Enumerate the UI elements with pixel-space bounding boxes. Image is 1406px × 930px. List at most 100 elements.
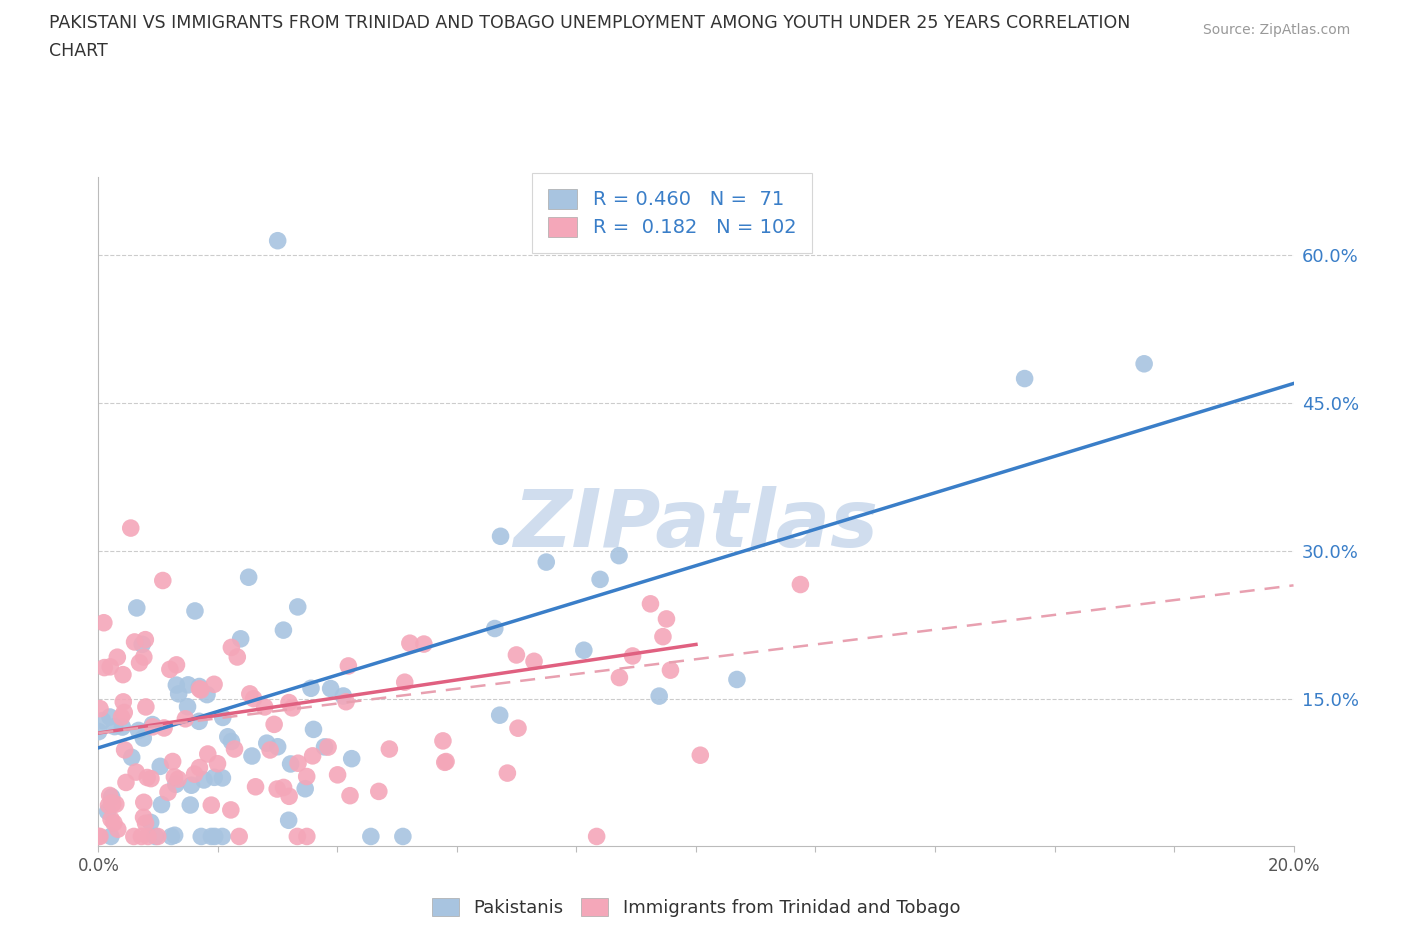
Point bbox=[160, 829, 183, 844]
Point bbox=[200, 829, 222, 844]
Point bbox=[150, 797, 173, 812]
Point bbox=[412, 637, 434, 652]
Point bbox=[326, 767, 349, 782]
Text: ZIPatlas: ZIPatlas bbox=[513, 485, 879, 564]
Point bbox=[163, 769, 186, 784]
Point bbox=[278, 789, 301, 804]
Point bbox=[159, 662, 181, 677]
Point bbox=[188, 679, 211, 694]
Point bbox=[789, 578, 811, 592]
Point bbox=[139, 815, 162, 830]
Point bbox=[1133, 356, 1156, 371]
Point bbox=[399, 636, 422, 651]
Point bbox=[162, 754, 184, 769]
Point bbox=[89, 701, 111, 716]
Point bbox=[180, 777, 202, 792]
Point bbox=[135, 816, 157, 830]
Point bbox=[648, 689, 671, 704]
Point bbox=[259, 742, 281, 757]
Point bbox=[100, 829, 122, 844]
Point bbox=[135, 699, 157, 714]
Point bbox=[332, 688, 354, 703]
Point bbox=[89, 829, 111, 844]
Point bbox=[114, 742, 136, 757]
Text: Source: ZipAtlas.com: Source: ZipAtlas.com bbox=[1202, 23, 1350, 37]
Point bbox=[239, 686, 262, 701]
Point bbox=[489, 529, 512, 544]
Point bbox=[200, 798, 222, 813]
Point bbox=[394, 675, 416, 690]
Point bbox=[131, 829, 153, 844]
Point bbox=[167, 686, 190, 701]
Point bbox=[335, 695, 357, 710]
Point bbox=[204, 829, 226, 844]
Point bbox=[87, 724, 110, 739]
Point bbox=[294, 781, 316, 796]
Point bbox=[226, 649, 249, 664]
Point bbox=[434, 754, 457, 769]
Point bbox=[100, 795, 122, 810]
Point bbox=[193, 773, 215, 788]
Point bbox=[188, 760, 211, 775]
Point bbox=[221, 640, 243, 655]
Point bbox=[188, 682, 211, 697]
Point bbox=[1014, 371, 1036, 386]
Point bbox=[98, 710, 121, 724]
Point bbox=[433, 755, 456, 770]
Point bbox=[589, 572, 612, 587]
Point bbox=[484, 621, 506, 636]
Point bbox=[93, 616, 115, 631]
Point bbox=[120, 521, 142, 536]
Point bbox=[392, 829, 415, 844]
Point bbox=[523, 654, 546, 669]
Point bbox=[496, 765, 519, 780]
Point bbox=[104, 719, 127, 734]
Point bbox=[299, 681, 322, 696]
Point bbox=[197, 747, 219, 762]
Point bbox=[207, 756, 229, 771]
Point bbox=[110, 710, 132, 724]
Point bbox=[202, 677, 225, 692]
Point bbox=[572, 643, 595, 658]
Point bbox=[111, 720, 134, 735]
Text: PAKISTANI VS IMMIGRANTS FROM TRINIDAD AND TOBAGO UNEMPLOYMENT AMONG YOUTH UNDER : PAKISTANI VS IMMIGRANTS FROM TRINIDAD AN… bbox=[49, 14, 1130, 32]
Point bbox=[87, 829, 110, 844]
Point bbox=[152, 573, 174, 588]
Point bbox=[245, 779, 267, 794]
Point bbox=[122, 829, 145, 844]
Point bbox=[132, 650, 155, 665]
Point bbox=[101, 796, 124, 811]
Point bbox=[340, 751, 363, 766]
Point bbox=[202, 770, 225, 785]
Point bbox=[132, 731, 155, 746]
Point bbox=[107, 822, 129, 837]
Point bbox=[725, 672, 748, 687]
Point bbox=[689, 748, 711, 763]
Point bbox=[111, 667, 134, 682]
Point bbox=[167, 772, 190, 787]
Point bbox=[607, 548, 630, 563]
Point bbox=[652, 630, 675, 644]
Point bbox=[266, 739, 288, 754]
Point bbox=[183, 766, 205, 781]
Text: CHART: CHART bbox=[49, 42, 108, 60]
Point bbox=[253, 699, 276, 714]
Point bbox=[98, 659, 121, 674]
Point bbox=[177, 677, 200, 692]
Point bbox=[211, 829, 233, 844]
Point bbox=[96, 804, 118, 819]
Point bbox=[585, 829, 607, 844]
Point bbox=[280, 756, 302, 771]
Point bbox=[139, 771, 162, 786]
Point bbox=[124, 634, 146, 649]
Point bbox=[609, 671, 631, 685]
Point bbox=[98, 788, 121, 803]
Point bbox=[142, 720, 165, 735]
Point bbox=[184, 604, 207, 618]
Point bbox=[238, 570, 260, 585]
Point bbox=[165, 777, 187, 791]
Point bbox=[131, 637, 153, 652]
Point bbox=[166, 658, 188, 672]
Point bbox=[273, 780, 295, 795]
Legend: Pakistanis, Immigrants from Trinidad and Tobago: Pakistanis, Immigrants from Trinidad and… bbox=[425, 891, 967, 924]
